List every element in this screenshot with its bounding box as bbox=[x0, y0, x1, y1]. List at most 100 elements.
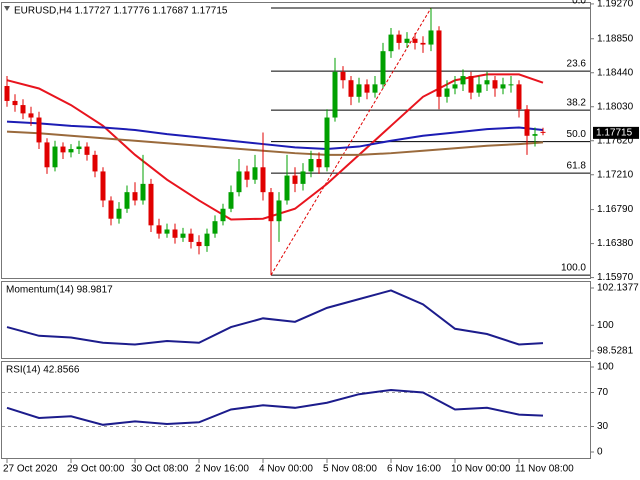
candle-body bbox=[116, 208, 122, 219]
candle-body bbox=[380, 51, 386, 85]
candle-body bbox=[300, 171, 306, 184]
candle-body bbox=[140, 183, 146, 201]
fib-label: 0.0 bbox=[572, 0, 586, 7]
candle-body bbox=[4, 86, 10, 101]
candle-body bbox=[476, 84, 482, 93]
candle-body bbox=[388, 34, 394, 52]
candle-body bbox=[108, 200, 114, 219]
x-tick-label: 27 Oct 2020 bbox=[3, 464, 58, 475]
candle-body bbox=[356, 84, 362, 97]
indicator-line bbox=[6, 289, 544, 346]
candle-body bbox=[316, 158, 322, 168]
x-tick-label: 10 Nov 00:00 bbox=[451, 464, 511, 475]
y-tick-label: 1.17210 bbox=[597, 169, 634, 180]
candle-body bbox=[76, 146, 82, 150]
fib-label: 61.8 bbox=[567, 161, 587, 172]
candle-body bbox=[460, 76, 466, 85]
candle-body bbox=[500, 84, 506, 89]
candle-body bbox=[204, 233, 210, 247]
symbol-icon bbox=[4, 6, 10, 11]
candle-body bbox=[284, 175, 290, 201]
y-tick-label: 1.18440 bbox=[597, 67, 634, 78]
panel-title: RSI(14) 42.8566 bbox=[6, 365, 80, 376]
candle-body bbox=[308, 158, 314, 172]
candle-body bbox=[492, 80, 498, 89]
candle-body bbox=[212, 221, 218, 234]
x-tick-label: 6 Nov 16:00 bbox=[387, 464, 441, 475]
candle-body bbox=[156, 225, 162, 234]
y-tick-label: 100 bbox=[597, 320, 614, 331]
x-tick-label: 30 Oct 08:00 bbox=[131, 464, 189, 475]
x-tick-label: 11 Nov 08:00 bbox=[515, 464, 574, 475]
candle-body bbox=[516, 84, 522, 110]
fib-label: 23.6 bbox=[567, 59, 587, 70]
candle-body bbox=[260, 167, 266, 193]
candle-body bbox=[508, 84, 514, 86]
candle-body bbox=[532, 134, 538, 136]
candle-body bbox=[404, 38, 410, 43]
y-tick-label: 102.1377 bbox=[597, 283, 639, 294]
x-tick-label: 5 Nov 08:00 bbox=[323, 464, 377, 475]
fib-label: 100.0 bbox=[561, 263, 586, 274]
panel-title: Momentum(14) 98.9817 bbox=[6, 285, 113, 296]
candle-body bbox=[188, 233, 194, 242]
price-marker bbox=[593, 126, 639, 139]
candle-body bbox=[44, 142, 50, 168]
candle-body bbox=[20, 105, 26, 114]
y-tick-label: 1.16380 bbox=[597, 238, 634, 249]
candle-body bbox=[468, 76, 474, 93]
candle-body bbox=[364, 84, 370, 93]
indicator-line bbox=[6, 388, 544, 426]
x-tick-label: 2 Nov 16:00 bbox=[195, 464, 249, 475]
y-tick-label: 98.5281 bbox=[597, 346, 634, 357]
candle-body bbox=[28, 113, 34, 118]
candle-body bbox=[12, 100, 18, 106]
candle-body bbox=[412, 38, 418, 43]
moving-average bbox=[6, 120, 544, 151]
candle-body bbox=[252, 167, 258, 180]
y-tick-label: 1.17620 bbox=[597, 135, 634, 146]
candle-body bbox=[452, 84, 458, 89]
candle-body bbox=[524, 109, 530, 136]
candle-body bbox=[220, 208, 226, 222]
candle-body bbox=[540, 131, 546, 133]
candle-body bbox=[332, 71, 338, 118]
candle-body bbox=[340, 71, 346, 81]
candle-body bbox=[84, 146, 90, 155]
candle-body bbox=[420, 42, 426, 45]
y-tick-label: 100 bbox=[597, 362, 614, 373]
candle-body bbox=[36, 117, 42, 143]
candle-body bbox=[68, 149, 74, 153]
y-tick-label: 1.19270 bbox=[597, 0, 634, 10]
candle-body bbox=[244, 171, 250, 180]
y-tick-label: 1.16790 bbox=[597, 204, 634, 215]
candle-body bbox=[436, 30, 442, 97]
y-tick-label: 30 bbox=[597, 421, 609, 432]
candle-body bbox=[132, 192, 138, 201]
y-tick-label: 1.18850 bbox=[597, 33, 634, 44]
candle-body bbox=[276, 200, 282, 222]
price-label: 1.17715 bbox=[596, 128, 633, 139]
candle-body bbox=[396, 34, 402, 43]
fib-label: 50.0 bbox=[567, 129, 587, 140]
candle-body bbox=[100, 171, 106, 201]
x-tick-label: 29 Oct 00:00 bbox=[67, 464, 125, 475]
candle-body bbox=[196, 241, 202, 247]
candle-body bbox=[444, 88, 450, 97]
candle-body bbox=[124, 192, 130, 209]
moving-average bbox=[6, 130, 544, 156]
candle-body bbox=[164, 229, 170, 234]
candle-body bbox=[60, 146, 66, 153]
candle-body bbox=[92, 154, 98, 172]
y-tick-label: 0 bbox=[597, 447, 603, 458]
fib-label: 38.2 bbox=[567, 98, 587, 109]
candle-body bbox=[348, 80, 354, 97]
candle-body bbox=[484, 80, 490, 85]
rsi-panel bbox=[1, 361, 591, 459]
y-tick-label: 1.18030 bbox=[597, 101, 634, 112]
candle-body bbox=[148, 183, 154, 226]
x-tick-label: 4 Nov 00:00 bbox=[259, 464, 313, 475]
